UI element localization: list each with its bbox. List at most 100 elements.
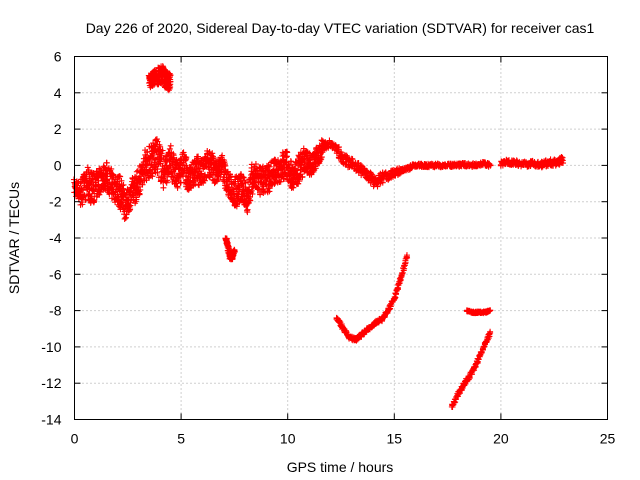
data-point: [285, 161, 292, 168]
y-tick-label: 6: [54, 49, 62, 65]
data-point: [559, 154, 566, 161]
y-tick-label: 4: [54, 85, 62, 101]
y-tick-label: -8: [49, 303, 62, 319]
data-point: [85, 192, 92, 199]
y-tick-label: 2: [54, 121, 62, 137]
data-point: [170, 150, 177, 157]
data-point: [117, 173, 124, 180]
data-point: [265, 162, 272, 169]
y-tick-label: -10: [41, 339, 61, 355]
data-point: [299, 173, 306, 180]
data-point: [179, 149, 186, 156]
data-point: [560, 160, 567, 167]
data-point: [160, 184, 167, 191]
data-point: [483, 338, 490, 345]
data-point: [241, 177, 248, 184]
data-point: [127, 188, 134, 195]
data-point: [284, 149, 291, 156]
data-point: [143, 149, 150, 156]
data-point: [252, 178, 259, 185]
data-point: [257, 175, 264, 182]
data-point: [379, 179, 386, 186]
data-point: [231, 249, 238, 256]
data-point: [91, 196, 98, 203]
data-point: [404, 254, 411, 261]
y-tick-label: -2: [49, 194, 62, 210]
data-point: [282, 154, 289, 161]
data-point: [275, 157, 282, 164]
data-point: [247, 197, 254, 204]
y-tick-label: -12: [41, 375, 61, 391]
x-axis-label: GPS time / hours: [287, 459, 394, 475]
data-point: [277, 178, 284, 185]
data-point: [167, 72, 174, 79]
data-point: [158, 150, 165, 157]
x-tick-label: 20: [493, 431, 509, 447]
data-point: [159, 147, 166, 154]
data-point: [154, 138, 161, 145]
data-point: [198, 170, 205, 177]
data-points: [70, 63, 567, 410]
data-point: [244, 209, 251, 216]
data-point: [487, 328, 494, 335]
data-point: [195, 153, 202, 160]
data-point: [96, 165, 103, 172]
data-point: [401, 263, 408, 270]
plot-frame: [74, 56, 608, 420]
data-point: [255, 185, 262, 192]
data-point: [296, 178, 303, 185]
data-point: [121, 215, 128, 222]
x-tick-label: 25: [600, 431, 616, 447]
data-point: [164, 177, 171, 184]
y-tick-label: -6: [49, 266, 62, 282]
data-point: [133, 196, 140, 203]
axis-ticks: 0 5 10 15 20 25 -14 -12 -10 -8 -6 -4 -2 0 2 4 6: [41, 49, 615, 447]
data-point: [374, 183, 381, 190]
x-tick-label: 10: [280, 431, 296, 447]
data-point: [227, 173, 234, 180]
data-point: [271, 180, 278, 187]
data-point: [487, 162, 494, 169]
data-point: [343, 328, 350, 335]
x-tick-label: 5: [177, 431, 185, 447]
data-point: [136, 190, 143, 197]
data-point: [79, 201, 86, 208]
data-point: [486, 331, 493, 338]
data-point: [339, 151, 346, 158]
data-point: [183, 162, 190, 169]
data-point: [486, 307, 493, 314]
y-tick-label: -4: [49, 230, 62, 246]
data-point: [180, 168, 187, 175]
data-point: [174, 184, 181, 191]
data-point: [263, 181, 270, 188]
data-point: [335, 146, 342, 153]
chart-title: Day 226 of 2020, Sidereal Day-to-day VTE…: [86, 20, 595, 36]
data-point: [260, 186, 267, 193]
data-point: [135, 183, 142, 190]
data-point: [114, 193, 121, 200]
y-tick-label: -14: [41, 412, 61, 428]
data-point: [88, 178, 95, 185]
y-tick-label: 0: [54, 157, 62, 173]
data-point: [206, 148, 213, 155]
data-point: [249, 190, 256, 197]
data-point: [461, 381, 468, 388]
data-point: [248, 187, 255, 194]
data-point: [118, 177, 125, 184]
data-point: [103, 159, 110, 166]
data-point: [312, 165, 319, 172]
data-point: [157, 143, 164, 150]
data-point: [167, 142, 174, 149]
data-point: [139, 181, 146, 188]
data-point: [240, 174, 247, 181]
data-point: [279, 166, 286, 173]
data-point: [122, 214, 129, 221]
data-point: [160, 179, 167, 186]
data-point: [108, 165, 115, 172]
data-point: [151, 142, 158, 149]
data-point: [317, 154, 324, 161]
data-point: [364, 168, 371, 175]
data-point: [252, 161, 259, 168]
data-point: [186, 184, 193, 191]
